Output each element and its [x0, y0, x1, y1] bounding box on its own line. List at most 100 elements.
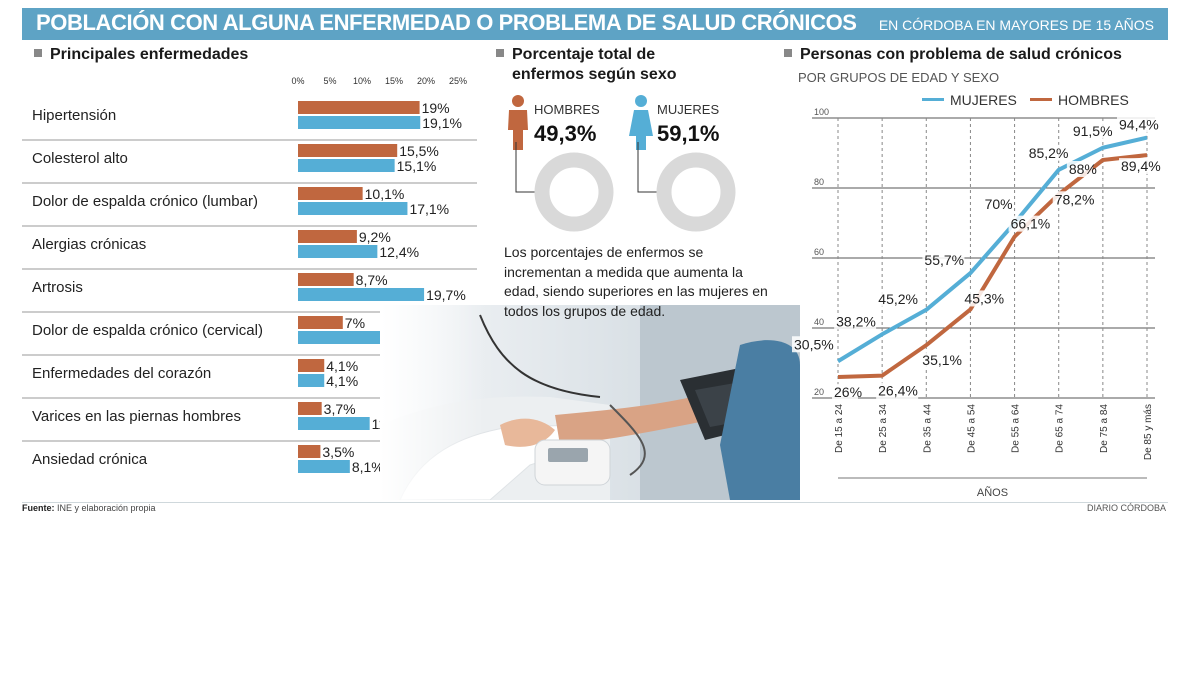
category-label: Dolor de espalda crónico (lumbar): [32, 193, 258, 210]
bar: [298, 316, 343, 329]
legend-hombres-label: HOMBRES: [1058, 92, 1129, 108]
bar-value-label: 4,1%: [326, 358, 358, 374]
category-label: Artrosis: [32, 279, 83, 296]
x-tick-label: De 15 a 24: [834, 404, 845, 453]
bar: [298, 101, 420, 114]
value-label-bg: [1070, 122, 1113, 139]
data-value-label: 85,2%: [1029, 145, 1069, 161]
bar-value-label: 12,4%: [379, 244, 419, 260]
x-tick-label: De 45 a 54: [966, 404, 977, 453]
bar: [298, 245, 378, 258]
bar: [298, 116, 421, 129]
value-label-bg: [834, 313, 877, 330]
value-label-bg: [1008, 215, 1051, 232]
hombres-label: HOMBRES: [534, 102, 600, 117]
bar-value-label: 7%: [345, 315, 365, 331]
legend-mujeres-label: MUJERES: [950, 92, 1017, 108]
bar-value-label: 8,7%: [356, 272, 388, 288]
connector-line: [637, 142, 657, 193]
bar: [298, 402, 322, 415]
x-tick-label: 15%: [385, 76, 403, 86]
sex-section-title-line2: enfermos según sexo: [512, 66, 677, 83]
sex-donut-charts: [515, 142, 736, 232]
bar: [298, 288, 425, 301]
y-tick-label: 20: [814, 387, 824, 397]
data-value-label: 26%: [834, 384, 862, 400]
header-banner: POBLACIÓN CON ALGUNA ENFERMEDAD O PROBLE…: [22, 8, 1168, 40]
source-label: Fuente:: [22, 503, 55, 513]
category-label: Dolor de espalda crónico (cervical): [32, 322, 263, 339]
y-tick-label: 60: [814, 247, 824, 257]
x-tick-label: 10%: [353, 76, 371, 86]
data-value-label: 55,7%: [924, 252, 964, 268]
bar-value-label: 15,1%: [397, 158, 437, 174]
value-label-bg: [962, 290, 1005, 307]
bar-value-label: 9,2%: [359, 229, 391, 245]
bar-value-label: 3,5%: [322, 444, 354, 460]
series-line-mujeres: [836, 135, 1148, 363]
bar: [298, 187, 363, 200]
bullet-icon: [784, 49, 792, 57]
age-section-subtitle: POR GRUPOS DE EDAD Y SEXO: [798, 70, 1000, 85]
donut-track: [656, 152, 736, 232]
legend-hombres: HOMBRES: [1030, 92, 1129, 108]
bar-value-label: 10,1%: [365, 186, 405, 202]
value-label-bg: [1026, 144, 1069, 161]
bar-value-label: 19,1%: [422, 115, 462, 131]
bar: [298, 202, 408, 215]
value-label-bg: [1052, 191, 1095, 208]
data-value-label: 88%: [1069, 161, 1097, 177]
bar-value-label: 8,1%: [352, 459, 384, 475]
legend-swatch-mujeres: [922, 98, 944, 101]
diseases-bar-chart: 0% 5% 10% 15% 20% 25% Hipertensión 19%19,1% Cole…: [22, 76, 477, 475]
sex-note-text: Los porcentajes de enfermos se increment…: [504, 244, 768, 319]
mujeres-value: 59,1%: [657, 121, 720, 146]
diseases-section-title: Principales enfermedades: [34, 46, 248, 64]
blood-pressure-photo: [380, 305, 800, 500]
value-label-bg: [1117, 116, 1159, 133]
bar-value-label: 4,1%: [326, 373, 358, 389]
man-icon: [508, 95, 528, 150]
value-label-bg: [1066, 161, 1093, 177]
mujeres-label: MUJERES: [657, 102, 720, 117]
category-label: Colesterol alto: [32, 150, 128, 167]
age-line-chart: 20 40 60 80 100 De 15 a 24 De 25 a 34 De 35 a 4…: [792, 108, 1161, 498]
age-section-title: Personas con problema de salud crónicos: [784, 46, 1122, 64]
x-tick-label: De 55 a 64: [1011, 404, 1022, 453]
bar: [298, 331, 398, 344]
data-value-label: 89,4%: [1121, 158, 1161, 174]
value-label-bg: [792, 336, 834, 353]
data-value-label: 35,1%: [922, 352, 962, 368]
legend-swatch-hombres: [1030, 98, 1052, 101]
x-axis-label: AÑOS: [977, 486, 1008, 498]
value-label-bg: [1119, 158, 1161, 175]
category-label: Varices en las piernas hombres: [32, 408, 241, 425]
connector-line: [515, 142, 535, 193]
credit-text: DIARIO CÓRDOBA: [1086, 503, 1166, 513]
bullet-icon: [34, 49, 42, 57]
donut-track: [534, 152, 614, 232]
bar-value-label: 19,7%: [426, 287, 466, 303]
source-note: Fuente: INE y elaboración propia: [22, 503, 156, 513]
bar: [298, 445, 321, 458]
category-label: Alergias crónicas: [32, 236, 146, 253]
age-title-text: Personas con problema de salud crónicos: [800, 46, 1122, 63]
bullet-icon: [496, 49, 504, 57]
x-tick-label: De 25 a 34: [878, 404, 889, 453]
value-label-bg: [920, 352, 963, 369]
page-title: POBLACIÓN CON ALGUNA ENFERMEDAD O PROBLE…: [36, 10, 857, 35]
bar: [298, 417, 370, 430]
data-value-label: 94,4%: [1119, 117, 1159, 133]
data-value-label: 26,4%: [878, 383, 918, 399]
page-subtitle: EN CÓRDOBA EN MAYORES DE 15 AÑOS: [878, 17, 1154, 33]
woman-icon: [629, 95, 653, 150]
data-value-label: 66,1%: [1011, 216, 1051, 232]
bar: [298, 144, 398, 157]
x-tick-label: De 75 a 84: [1099, 404, 1110, 453]
category-label: Ansiedad crónica: [32, 451, 148, 468]
y-tick-label: 40: [814, 317, 824, 327]
bar-value-label: 15,5%: [399, 143, 439, 159]
value-label-bg: [832, 384, 858, 400]
data-value-label: 38,2%: [836, 313, 876, 329]
category-label: Enfermedades del corazón: [32, 365, 211, 382]
